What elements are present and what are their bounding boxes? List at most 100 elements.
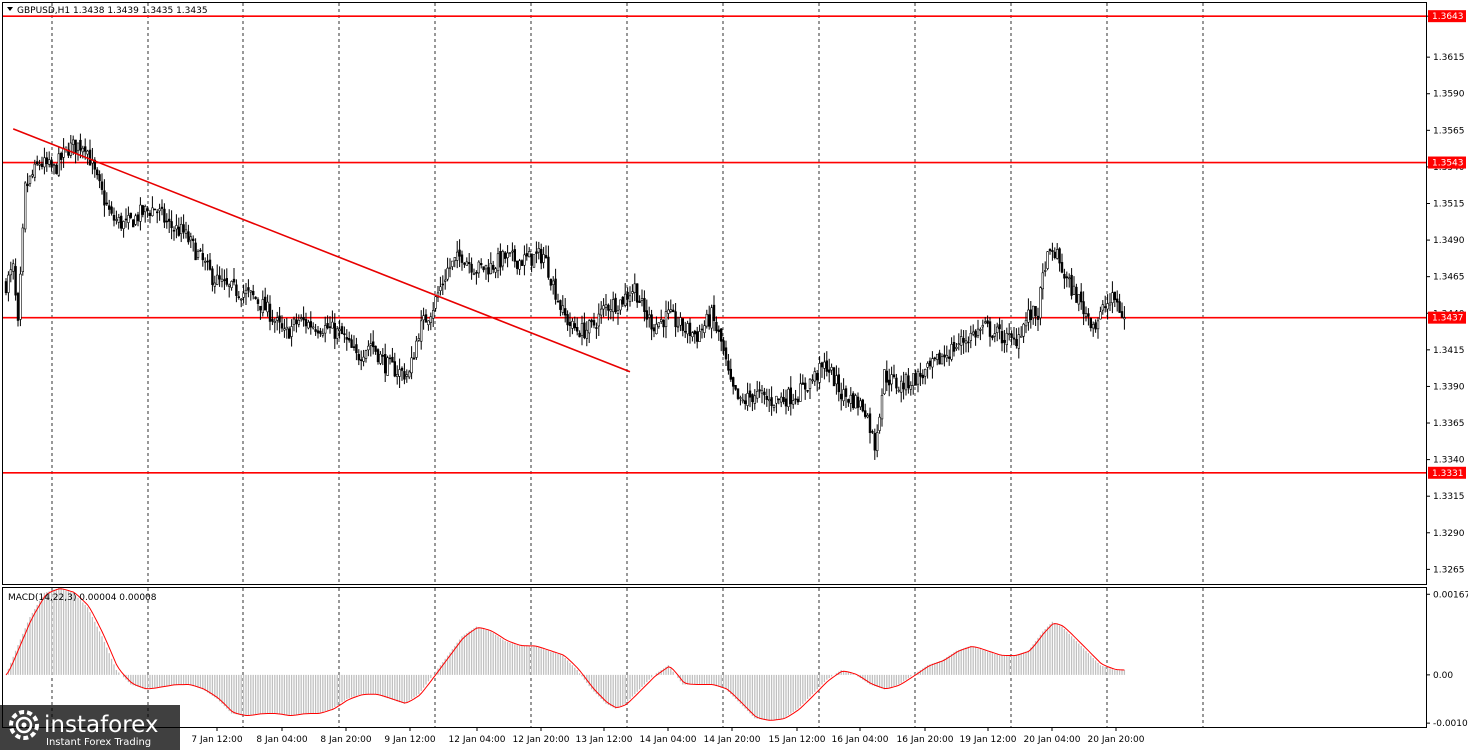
y-tick-label: 1.3390 (1433, 382, 1465, 392)
candle (491, 260, 495, 274)
candle (919, 362, 922, 386)
candle (1053, 247, 1057, 260)
candle (470, 257, 473, 280)
candle (727, 353, 730, 375)
candle (849, 387, 853, 412)
candle (1108, 293, 1112, 311)
candle (899, 375, 903, 403)
candle (928, 357, 932, 370)
candle (448, 258, 452, 278)
candle (753, 389, 757, 410)
candle (499, 243, 502, 276)
candle (201, 243, 204, 267)
candle (698, 324, 701, 342)
candle (815, 370, 819, 392)
candle (652, 323, 656, 338)
level-label: 1.3643 (1432, 12, 1464, 22)
candle (1087, 308, 1090, 326)
x-tick-label: 12 Jan 20:00 (513, 735, 570, 745)
candle (578, 330, 581, 338)
macd-tick-label: 0.00 (1433, 671, 1453, 681)
y-tick-label: 1.3365 (1433, 419, 1465, 429)
candle (218, 266, 221, 287)
candle (1089, 317, 1093, 332)
candle (712, 295, 716, 332)
candle (439, 276, 442, 296)
candle (751, 393, 754, 412)
candle (904, 372, 908, 396)
candle (127, 206, 130, 230)
candle (1082, 291, 1085, 326)
candle (472, 268, 476, 276)
candle (647, 306, 651, 328)
candle (4, 278, 8, 296)
candle (136, 211, 140, 227)
candle (583, 312, 586, 340)
candle (993, 324, 997, 343)
candle (429, 312, 432, 331)
candle (571, 318, 574, 335)
candle (844, 385, 848, 408)
candle (681, 318, 685, 337)
candle (55, 163, 58, 175)
candle (1044, 261, 1047, 277)
candle (590, 318, 593, 328)
candle (935, 353, 939, 366)
candle (705, 309, 709, 329)
candle (249, 290, 252, 301)
candle (340, 322, 344, 335)
candle (240, 298, 243, 308)
candle (1113, 291, 1117, 308)
candle (307, 319, 310, 330)
candle (496, 247, 500, 279)
candle (580, 315, 584, 346)
candle (827, 358, 831, 383)
candle (187, 224, 190, 245)
candle (599, 301, 603, 324)
candle (837, 367, 841, 402)
candle (1039, 286, 1042, 326)
candle (667, 301, 670, 320)
candle (621, 296, 625, 307)
candle (40, 156, 44, 170)
candle (933, 356, 937, 362)
candle (1120, 302, 1124, 319)
candle (297, 314, 300, 328)
candle (254, 296, 257, 300)
candle (890, 366, 893, 392)
candle (554, 268, 557, 305)
candle (568, 312, 572, 337)
candle (376, 348, 380, 365)
candle (319, 327, 322, 338)
candle (607, 303, 610, 321)
candle (839, 382, 843, 411)
trendline[interactable] (12, 128, 631, 373)
candle (405, 369, 408, 383)
candle (563, 298, 567, 323)
candle (1070, 268, 1073, 300)
candle (902, 371, 905, 400)
candle (863, 403, 867, 419)
candle (501, 249, 504, 271)
candle (679, 312, 682, 332)
y-tick-label: 1.3415 (1433, 346, 1465, 356)
candle (947, 349, 951, 366)
candle (84, 138, 87, 160)
candle (21, 223, 24, 276)
candle (328, 316, 332, 334)
candle (626, 287, 629, 311)
candle (907, 368, 910, 394)
candle (856, 392, 860, 416)
candle (52, 163, 56, 175)
dropdown-triangle-icon[interactable] (7, 7, 13, 11)
candle (446, 257, 449, 282)
candle (431, 302, 435, 328)
candle (146, 206, 149, 218)
candle (252, 284, 255, 300)
candle (314, 323, 317, 336)
candle (573, 316, 577, 331)
candle (808, 378, 812, 399)
candle (1077, 294, 1081, 312)
candle (873, 428, 877, 460)
candle (271, 309, 274, 326)
